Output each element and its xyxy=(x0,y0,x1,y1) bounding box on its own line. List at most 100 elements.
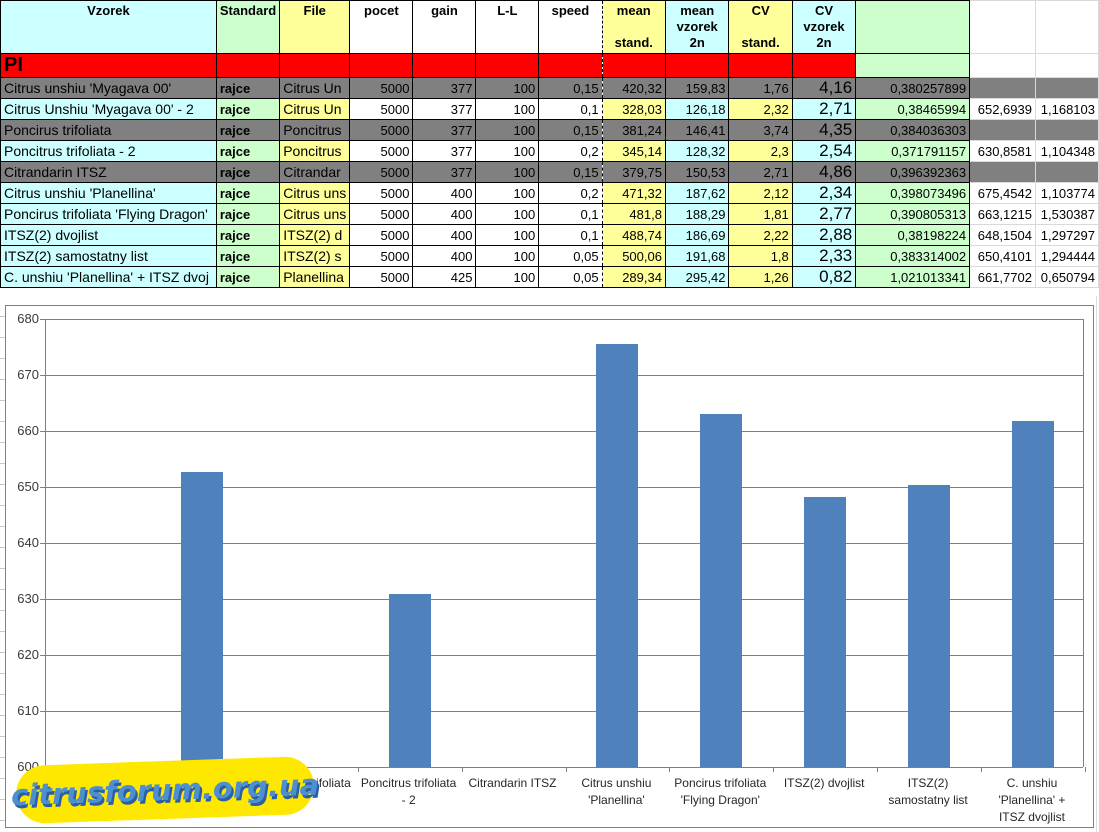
cell[interactable]: 328,03 xyxy=(601,98,666,120)
cell[interactable]: 1,103774 xyxy=(1034,182,1099,204)
cell[interactable]: 100 xyxy=(475,182,540,204)
cell[interactable]: rajce xyxy=(215,77,281,99)
cell[interactable]: ITSZ(2) dvojlist xyxy=(0,224,217,246)
cell[interactable]: 100 xyxy=(475,161,540,183)
cell[interactable]: 295,42 xyxy=(664,266,730,288)
col-header-speed[interactable]: speed xyxy=(538,0,603,54)
cell[interactable]: 191,68 xyxy=(664,245,730,267)
cell[interactable]: 400 xyxy=(412,245,477,267)
cell[interactable]: Poncitrus trifoliata - 2 xyxy=(0,140,217,162)
cell[interactable]: Citrus Un xyxy=(279,77,351,99)
col-header-l-l[interactable]: L-L xyxy=(475,0,540,54)
cell[interactable]: 2,12 xyxy=(728,182,793,204)
cell[interactable]: 1,168103 xyxy=(1034,98,1099,120)
cell[interactable]: rajce xyxy=(215,161,281,183)
cell[interactable]: 100 xyxy=(475,140,540,162)
cell[interactable]: 5000 xyxy=(349,224,414,246)
cell[interactable]: 159,83 xyxy=(664,77,730,99)
chart-bar[interactable] xyxy=(388,594,431,767)
cell[interactable]: 377 xyxy=(412,140,477,162)
cell[interactable]: 377 xyxy=(412,77,477,99)
cell[interactable]: 3,74 xyxy=(728,119,793,141)
cell[interactable]: 0,371791157 xyxy=(855,140,971,162)
chart-bar[interactable] xyxy=(1012,421,1055,767)
chart-bar[interactable] xyxy=(908,484,951,767)
cell[interactable]: 400 xyxy=(412,182,477,204)
cell[interactable]: 500,06 xyxy=(601,245,666,267)
cell[interactable]: 488,74 xyxy=(601,224,666,246)
cell[interactable]: 100 xyxy=(475,245,540,267)
cell[interactable]: 150,53 xyxy=(664,161,730,183)
cell[interactable]: 2,71 xyxy=(791,98,857,120)
cell[interactable]: Citrus Un xyxy=(279,98,351,120)
cell[interactable]: 377 xyxy=(412,161,477,183)
cell[interactable]: 4,86 xyxy=(791,161,857,183)
col-header-standard[interactable]: Standard xyxy=(215,0,281,54)
cell[interactable]: ITSZ(2) s xyxy=(279,245,351,267)
cell[interactable]: 0,1 xyxy=(538,98,603,120)
col-header-col12[interactable] xyxy=(969,0,1036,54)
cell[interactable]: 0,383314002 xyxy=(855,245,971,267)
chart-bar[interactable] xyxy=(700,413,743,767)
col-header-col13[interactable] xyxy=(1034,0,1099,54)
col-header-col11[interactable] xyxy=(855,0,971,54)
cell[interactable]: ITSZ(2) samostatny list xyxy=(0,245,217,267)
cell[interactable]: 377 xyxy=(412,98,477,120)
cell[interactable]: 0,15 xyxy=(538,77,603,99)
cell[interactable]: 5000 xyxy=(349,203,414,225)
cell[interactable]: 188,29 xyxy=(664,203,730,225)
col-header-vzorek[interactable]: Vzorek xyxy=(0,0,217,54)
cell[interactable]: 420,32 xyxy=(601,77,666,99)
cell[interactable]: 481,8 xyxy=(601,203,666,225)
cell[interactable]: 5000 xyxy=(349,182,414,204)
cell[interactable]: Citrus unshiu 'Myagava 00' xyxy=(0,77,217,99)
section-cell[interactable] xyxy=(475,53,540,78)
cell[interactable]: 648,1504 xyxy=(969,224,1036,246)
cell[interactable]: 0,38465994 xyxy=(855,98,971,120)
cell[interactable]: 652,6939 xyxy=(969,98,1036,120)
section-cell[interactable] xyxy=(538,53,603,78)
cell[interactable]: 100 xyxy=(475,98,540,120)
cell[interactable]: 289,34 xyxy=(601,266,666,288)
cell[interactable]: 5000 xyxy=(349,140,414,162)
cell[interactable]: 1,104348 xyxy=(1034,140,1099,162)
cell[interactable]: 400 xyxy=(412,203,477,225)
section-cell[interactable] xyxy=(349,53,414,78)
section-cell[interactable] xyxy=(664,53,730,78)
cell[interactable]: Citrus uns xyxy=(279,203,351,225)
cell[interactable] xyxy=(1034,77,1099,99)
chart-bar[interactable] xyxy=(804,497,847,767)
col-header-cv-vzorek-2n[interactable]: CV vzorek 2n xyxy=(791,0,857,54)
cell[interactable]: Citrus uns xyxy=(279,182,351,204)
section-cell[interactable] xyxy=(791,53,857,78)
cell[interactable] xyxy=(1034,161,1099,183)
cell[interactable] xyxy=(969,77,1036,99)
cell[interactable]: 126,18 xyxy=(664,98,730,120)
cell[interactable]: 2,33 xyxy=(791,245,857,267)
cell[interactable]: rajce xyxy=(215,203,281,225)
cell[interactable]: Poncirus trifoliata 'Flying Dragon' xyxy=(0,203,217,225)
cell[interactable]: C. unshiu 'Planellina' + ITSZ dvoj xyxy=(0,266,217,288)
col-header-mean-stand[interactable]: mean stand. xyxy=(601,0,666,54)
cell[interactable]: 2,71 xyxy=(728,161,793,183)
cell[interactable]: 1,81 xyxy=(728,203,793,225)
cell[interactable]: 186,69 xyxy=(664,224,730,246)
cell[interactable]: 675,4542 xyxy=(969,182,1036,204)
cell[interactable]: rajce xyxy=(215,182,281,204)
cell[interactable]: 1,021013341 xyxy=(855,266,971,288)
section-cell[interactable] xyxy=(601,53,666,78)
cell[interactable]: 377 xyxy=(412,119,477,141)
cell[interactable]: Poncirus trifoliata xyxy=(0,119,217,141)
section-cell[interactable] xyxy=(215,53,281,78)
col-header-file[interactable]: File xyxy=(279,0,351,54)
cell[interactable] xyxy=(1034,119,1099,141)
cell[interactable]: 5000 xyxy=(349,266,414,288)
cell[interactable]: 5000 xyxy=(349,77,414,99)
cell[interactable]: 2,22 xyxy=(728,224,793,246)
cell[interactable]: 400 xyxy=(412,224,477,246)
cell[interactable]: 663,1215 xyxy=(969,203,1036,225)
cell[interactable]: 0,1 xyxy=(538,224,603,246)
cell[interactable]: 0,384036303 xyxy=(855,119,971,141)
cell[interactable]: 5000 xyxy=(349,119,414,141)
cell[interactable]: 0,380257899 xyxy=(855,77,971,99)
